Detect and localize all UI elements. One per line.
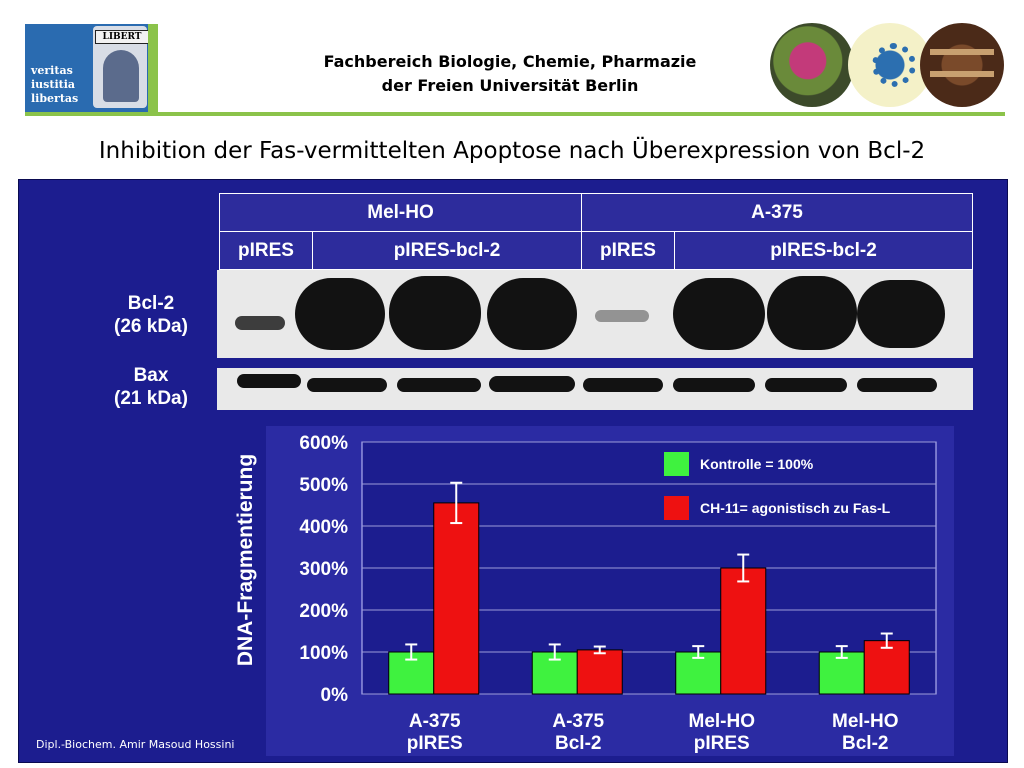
x-tick-label: pIRES	[694, 733, 750, 754]
header-photo-molecule	[848, 23, 932, 107]
bar	[720, 567, 767, 695]
bax-western-blot	[217, 368, 973, 410]
bax-name: Bax	[133, 365, 169, 386]
institution-name: Fachbereich Biologie, Chemie, Pharmazie …	[250, 50, 770, 98]
seal-image: LIBERT	[93, 26, 149, 108]
y-tick-label: 600%	[299, 433, 348, 454]
legend-label: CH-11= agonistisch zu Fas-L	[700, 500, 891, 516]
fu-berlin-logo: LIBERT veritas iustitia libertas	[25, 24, 158, 112]
x-tick-label: Bcl-2	[555, 733, 601, 754]
header-photo-pharmacy	[920, 23, 1004, 107]
bcl2-name: Bcl-2	[127, 293, 175, 314]
y-tick-label: 300%	[299, 559, 348, 580]
y-tick-label: 0%	[321, 685, 349, 706]
vector-header: pIRES-bcl-2	[674, 231, 973, 270]
institution-line-1: Fachbereich Biologie, Chemie, Pharmazie	[323, 52, 697, 71]
x-tick-label: pIRES	[407, 733, 463, 754]
x-tick-label: Mel-HO	[689, 711, 756, 732]
y-tick-label: 400%	[299, 517, 348, 538]
seal-banner: LIBERT	[95, 30, 149, 44]
logo-green-stripe	[148, 24, 158, 112]
vector-header: pIRES	[581, 231, 675, 270]
bar	[433, 502, 480, 695]
x-tick-label: A-375	[409, 711, 461, 732]
y-axis-label-wrapper: DNA-Fragmentierung	[234, 454, 257, 666]
bax-weight: (21 kDa)	[114, 388, 188, 409]
header-photo-flower	[770, 23, 854, 107]
blot-lane-table: Mel-HO A-375 pIRES pIRES-bcl-2 pIRES pIR…	[219, 193, 973, 270]
seal-figure	[103, 50, 139, 102]
cell-line-header: A-375	[581, 193, 973, 232]
bcl2-weight: (26 kDa)	[114, 316, 188, 337]
vector-header: pIRES	[219, 231, 313, 270]
y-tick-label: 100%	[299, 643, 348, 664]
legend-swatch	[664, 496, 689, 520]
author-credit: Dipl.-Biochem. Amir Masoud Hossini	[36, 738, 235, 751]
institution-line-2: der Freien Universität Berlin	[381, 76, 639, 95]
bar	[863, 640, 910, 695]
bax-label: Bax (21 kDa)	[96, 364, 206, 410]
cell-line-header: Mel-HO	[219, 193, 582, 232]
vector-header: pIRES-bcl-2	[312, 231, 582, 270]
bar-chart: 0%100%200%300%400%500%600%A-375pIRESA-37…	[299, 433, 937, 754]
legend-label: Kontrolle = 100%	[700, 456, 814, 472]
y-tick-label: 500%	[299, 475, 348, 496]
header-divider	[25, 112, 1005, 116]
logo-motto-line: veritas	[31, 64, 73, 77]
x-tick-label: Mel-HO	[832, 711, 899, 732]
logo-motto: veritas iustitia libertas	[31, 64, 78, 106]
bar	[818, 651, 865, 695]
slide-title: Inhibition der Fas-vermittelten Apoptose…	[98, 138, 926, 164]
y-tick-label: 200%	[299, 601, 348, 622]
bcl2-label: Bcl-2 (26 kDa)	[96, 292, 206, 338]
legend-swatch	[664, 452, 689, 476]
x-tick-label: A-375	[552, 711, 604, 732]
bcl2-western-blot	[217, 270, 973, 358]
bar-chart-area: 0% 100% 200% 300% 400% 500% 600% A-375 pIRES A-37…	[266, 426, 954, 756]
logo-motto-line: iustitia	[31, 78, 76, 91]
logo-motto-line: libertas	[31, 92, 79, 105]
bar	[576, 649, 623, 695]
y-axis-label: DNA-Fragmentierung	[234, 454, 257, 666]
x-tick-label: Bcl-2	[842, 733, 888, 754]
